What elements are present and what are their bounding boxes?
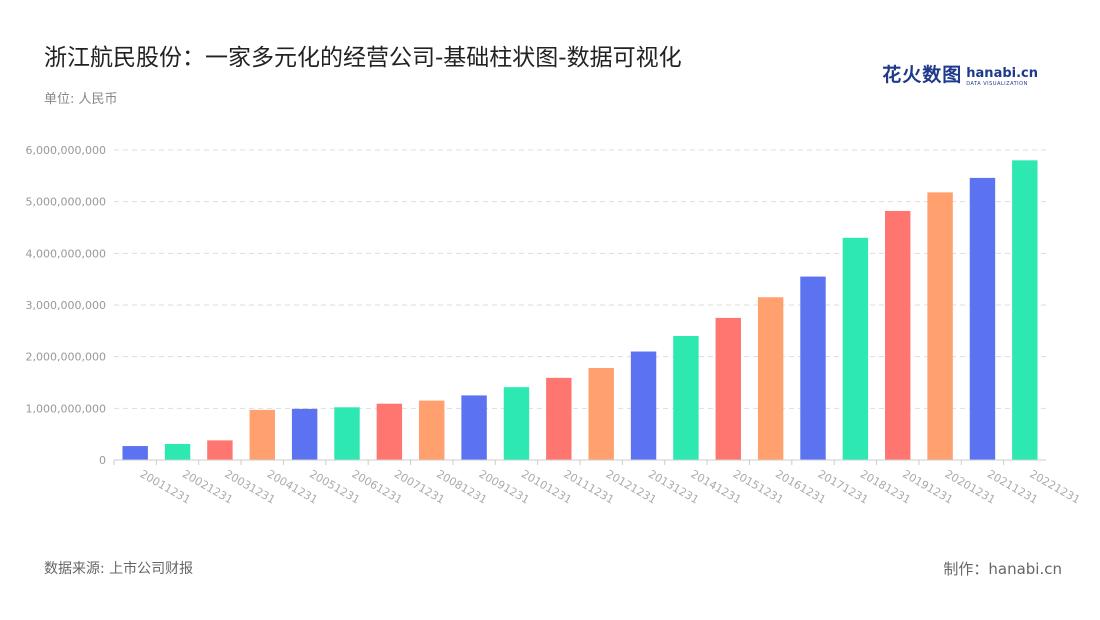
bar bbox=[207, 440, 233, 460]
bar bbox=[376, 403, 403, 460]
logo-sub-text: DATA VISUALIZATION bbox=[966, 81, 1028, 87]
bar bbox=[757, 297, 784, 460]
logo-en-block: hanabi.cn DATA VISUALIZATION bbox=[966, 67, 1038, 87]
bar bbox=[249, 409, 275, 460]
bar bbox=[630, 351, 657, 460]
logo-en-text: hanabi.cn bbox=[966, 66, 1038, 81]
bar bbox=[291, 408, 318, 460]
bar bbox=[164, 443, 191, 460]
bar bbox=[715, 317, 741, 460]
bar bbox=[969, 177, 996, 460]
brand-logo: 花火数图 hanabi.cn DATA VISUALIZATION bbox=[882, 60, 1038, 87]
bar bbox=[927, 192, 953, 460]
logo-cn-text: 花火数图 bbox=[882, 64, 963, 86]
bar bbox=[334, 407, 360, 460]
unit-label: 单位: 人民币 bbox=[44, 92, 118, 107]
y-tick-label: 3,000,000,000 bbox=[26, 299, 106, 312]
credit-text: 制作：hanabi.cn bbox=[943, 560, 1062, 578]
data-source: 数据来源: 上市公司财报 bbox=[44, 561, 194, 577]
bar bbox=[842, 237, 869, 460]
y-tick-label: 4,000,000,000 bbox=[26, 247, 106, 260]
y-tick-label: 1,000,000,000 bbox=[26, 402, 106, 415]
chart-bars bbox=[122, 160, 1038, 461]
bar bbox=[673, 336, 699, 460]
bar bbox=[800, 276, 826, 460]
y-tick-label: 5,000,000,000 bbox=[26, 196, 106, 209]
bar bbox=[885, 210, 911, 460]
bar bbox=[122, 446, 148, 460]
bar bbox=[461, 395, 487, 460]
y-tick-label: 0 bbox=[99, 454, 106, 467]
bar bbox=[588, 368, 614, 460]
bar bbox=[503, 387, 530, 460]
y-tick-label: 2,000,000,000 bbox=[26, 351, 106, 364]
y-tick-label: 6,000,000,000 bbox=[26, 144, 106, 157]
x-axis: 2001123120021231200312312004123120051231… bbox=[113, 459, 1082, 507]
bar bbox=[546, 377, 572, 460]
page-title: 浙江航民股份：一家多元化的经营公司-基础柱状图-数据可视化 bbox=[44, 45, 682, 71]
bar bbox=[419, 400, 445, 460]
bar bbox=[1012, 160, 1038, 461]
y-axis: 0 1,000,000,000 2,000,000,000 3,000,000,000… bbox=[26, 144, 106, 467]
